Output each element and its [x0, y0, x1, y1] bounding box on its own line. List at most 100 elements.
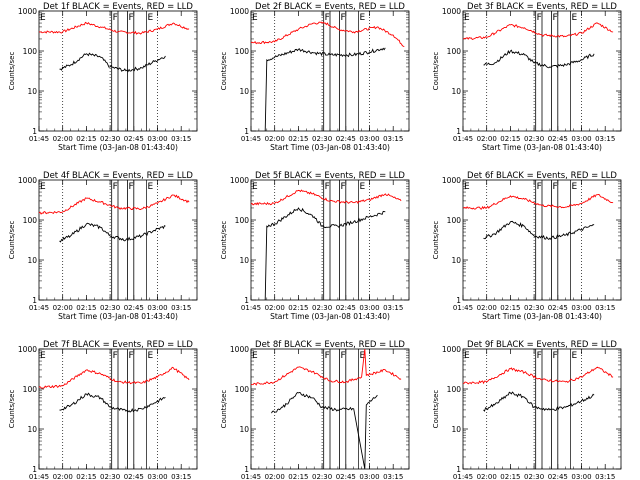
x-axis-label: Start Time (03-Jan-08 01:43:40): [482, 312, 602, 321]
y-tick-label: 1000: [18, 7, 37, 16]
x-tick-label: 03:15: [595, 304, 615, 312]
events-series-line: [59, 52, 166, 73]
x-tick-label: 02:45: [548, 304, 568, 312]
y-tick-label: 1000: [230, 176, 249, 185]
panel-7: Det 7f BLACK = Events, RED = LLD 1 10 100 10…: [8, 340, 198, 480]
panel-title: Det 2f BLACK = Events, RED = LLD: [255, 2, 405, 12]
lld-series-line: [39, 21, 190, 35]
y-tick-label: 10: [239, 87, 249, 96]
x-tick-label: 02:45: [336, 135, 356, 143]
panel-8: Det 8f BLACK = Events, RED = LLD 1 10 100 10…: [220, 340, 410, 480]
y-tick-label: 1: [32, 296, 37, 305]
x-tick-label: 02:00: [265, 135, 285, 143]
y-tick-label: 100: [23, 47, 38, 56]
edge-label: E: [252, 182, 258, 192]
edge-label: E: [40, 13, 46, 23]
x-tick-label: 01:45: [453, 135, 473, 143]
y-tick-label: 10: [451, 87, 461, 96]
y-tick-label: 1000: [442, 176, 461, 185]
y-tick-label: 10: [451, 256, 461, 265]
lld-series-line: [38, 194, 190, 215]
events-series-line: [264, 207, 386, 301]
x-tick-label: 02:45: [336, 473, 356, 480]
x-tick-label: 02:00: [477, 473, 497, 480]
x-tick-label: 01:45: [453, 473, 473, 480]
interval-label: E: [359, 351, 365, 361]
y-tick-label: 1: [244, 127, 249, 136]
interval-label: F: [552, 351, 557, 361]
y-axis-label: Counts/sec: [8, 390, 16, 429]
x-tick-label: 03:00: [147, 304, 167, 312]
x-tick-label: 02:30: [100, 473, 120, 480]
x-axis-label: Start Time (03-Jan-08 01:43:40): [482, 143, 602, 152]
y-axis-label: Counts/sec: [432, 221, 440, 260]
y-tick-label: 10: [27, 425, 37, 434]
y-tick-label: 1: [456, 127, 461, 136]
y-axis-label: Counts/sec: [8, 52, 16, 91]
events-series-line: [483, 391, 595, 412]
x-tick-label: 03:00: [147, 135, 167, 143]
y-tick-label: 1000: [18, 176, 37, 185]
y-tick-label: 100: [235, 385, 250, 394]
x-tick-label: 03:00: [359, 135, 379, 143]
x-tick-label: 02:15: [500, 304, 520, 312]
interval-label: F: [113, 351, 118, 361]
x-tick-label: 03:00: [147, 473, 167, 480]
y-tick-label: 10: [27, 87, 37, 96]
events-series-line: [59, 392, 166, 413]
x-tick-label: 02:15: [288, 473, 308, 480]
interval-label: F: [552, 182, 557, 192]
x-tick-label: 02:15: [288, 304, 308, 312]
y-axis-label: Counts/sec: [220, 390, 228, 429]
x-tick-label: 02:15: [76, 473, 96, 480]
interval-label: F: [552, 13, 557, 23]
interval-label: F: [128, 13, 133, 23]
panel-title: Det 4f BLACK = Events, RED = LLD: [43, 171, 193, 181]
y-tick-label: 10: [239, 256, 249, 265]
y-tick-label: 1: [456, 465, 461, 474]
edge-label: E: [252, 351, 258, 361]
x-tick-label: 02:00: [477, 135, 497, 143]
x-tick-label: 02:15: [288, 135, 308, 143]
x-tick-label: 03:15: [383, 473, 403, 480]
y-tick-label: 1000: [442, 7, 461, 16]
panel-1: Det 1f BLACK = Events, RED = LLD 1 10 100 10…: [8, 2, 198, 152]
interval-label: E: [571, 13, 577, 23]
panel-4: Det 4f BLACK = Events, RED = LLD 1 10 100 10…: [8, 171, 198, 321]
x-tick-label: 03:15: [171, 304, 191, 312]
panel-3: Det 3f BLACK = Events, RED = LLD 1 10 100 10…: [432, 2, 622, 152]
panel-title: Det 9f BLACK = Events, RED = LLD: [467, 340, 617, 350]
interval-label: F: [113, 13, 118, 23]
y-tick-label: 1000: [230, 345, 249, 354]
interval-label: E: [571, 351, 577, 361]
x-tick-label: 02:00: [265, 304, 285, 312]
events-series-line: [271, 391, 378, 470]
interval-label: E: [147, 182, 153, 192]
x-tick-label: 03:00: [571, 135, 591, 143]
y-tick-label: 100: [23, 385, 38, 394]
edge-label: E: [252, 13, 258, 23]
interval-label: E: [147, 13, 153, 23]
interval-label: E: [147, 351, 153, 361]
panel-2: Det 2f BLACK = Events, RED = LLD 1 10 100 10…: [220, 2, 410, 152]
x-tick-label: 01:45: [241, 135, 261, 143]
interval-label: F: [537, 351, 542, 361]
interval-label: F: [325, 182, 330, 192]
panel-5: Det 5f BLACK = Events, RED = LLD 1 10 100 10…: [220, 171, 410, 321]
y-tick-label: 1000: [442, 345, 461, 354]
interval-label: F: [325, 351, 330, 361]
y-tick-label: 1000: [18, 345, 37, 354]
x-tick-label: 02:45: [548, 135, 568, 143]
events-series-line: [483, 49, 595, 69]
y-tick-label: 100: [447, 216, 462, 225]
x-tick-label: 01:45: [453, 304, 473, 312]
interval-label: F: [325, 13, 330, 23]
x-tick-label: 02:30: [312, 135, 332, 143]
panel-9: Det 9f BLACK = Events, RED = LLD 1 10 100 10…: [432, 340, 622, 480]
x-tick-label: 01:45: [29, 473, 49, 480]
panel-title: Det 5f BLACK = Events, RED = LLD: [255, 171, 405, 181]
x-tick-label: 02:00: [53, 135, 73, 143]
x-axis-label: Start Time (03-Jan-08 01:43:40): [58, 312, 178, 321]
x-tick-label: 03:00: [359, 473, 379, 480]
y-tick-label: 100: [23, 216, 38, 225]
